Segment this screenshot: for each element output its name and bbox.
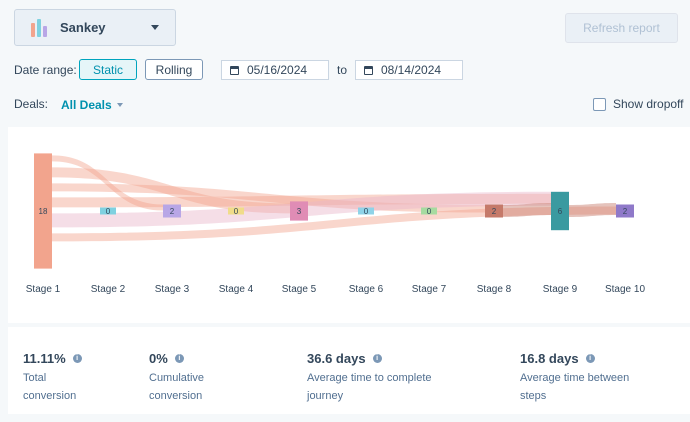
sankey-node-8[interactable] [485,204,503,218]
show-dropoff-toggle[interactable]: Show dropoff [593,97,684,111]
sankey-node-value: 2 [170,207,175,216]
metric-label: Average time between [520,372,630,384]
metric-label: conversion [23,390,77,402]
static-toggle-button[interactable]: Static [79,59,137,80]
chart-type-dropdown[interactable]: Sankey [14,9,176,46]
sankey-link [52,155,163,211]
end-date-value: 08/14/2024 [381,63,442,77]
stage-label: Stage 3 [154,284,190,295]
metric-card: 16.8 days i Average time between steps [520,351,629,405]
sankey-node-value: 3 [297,207,302,216]
sankey-link [52,193,551,208]
sankey-chart-icon [31,18,51,37]
sankey-node-value: 2 [623,207,628,216]
metric-card: 36.6 days i Average time to complete journe… [307,351,432,405]
stage-label: Stage 1 [25,284,61,295]
sankey-nodes: 18 0 2 0 3 0 0 2 6 2 [34,153,634,269]
refresh-report-button[interactable]: Refresh report [565,13,678,43]
sankey-node-4[interactable] [228,207,244,215]
metric-card: 0% i Cumulative conversion [149,351,204,405]
sankey-node-7[interactable] [421,207,437,215]
start-date-value: 05/16/2024 [247,63,308,77]
sankey-node-value: 0 [106,207,111,216]
stage-label: Stage 5 [281,284,317,295]
to-label: to [337,63,348,77]
show-dropoff-label: Show dropoff [613,97,684,111]
sankey-node-value: 0 [364,207,369,216]
metric-value: 16.8 days i [520,351,629,366]
chevron-down-icon [151,25,159,30]
info-icon[interactable]: i [72,354,82,363]
date-range-label: Date range: [14,63,77,77]
metric-label: Total [23,372,47,384]
calendar-icon [364,65,373,75]
sankey-node-6[interactable] [358,207,374,215]
info-icon[interactable]: i [585,354,595,363]
stage-label: Stage 7 [411,284,447,295]
sankey-node-10[interactable] [616,204,634,218]
stage-label: Stage 9 [542,284,578,295]
chevron-down-icon [116,102,123,107]
stage-label: Stage 10 [604,284,646,295]
stage-label: Stage 8 [476,284,512,295]
sankey-node-value: 0 [427,207,432,216]
sankey-node-value: 6 [558,207,563,216]
sankey-node-9[interactable] [551,191,569,231]
sankey-node-1[interactable] [34,153,52,269]
sankey-node-2[interactable] [100,207,116,215]
sankey-link [503,203,551,217]
sankey-node-value: 0 [234,207,239,216]
sankey-link [52,183,485,213]
show-dropoff-checkbox[interactable] [593,97,606,111]
rolling-toggle-button[interactable]: Rolling [145,59,203,80]
sankey-chart-panel: 18 0 2 0 3 0 0 2 6 2 Stage 1 Stage 2 Stage 3 Stage 4… [8,127,690,323]
metric-value: 36.6 days i [307,351,432,366]
metric-label: journey [307,390,344,402]
sankey-links [52,155,616,242]
end-date-input[interactable]: 08/14/2024 [355,60,463,80]
metric-label: Average time to complete [307,372,432,384]
sankey-node-5[interactable] [290,201,308,221]
metric-value: 0% i [149,351,204,366]
metric-value: 11.11% i [23,351,82,366]
info-icon[interactable]: i [174,354,184,363]
deals-filter-dropdown[interactable]: All Deals [61,96,123,114]
stage-label: Stage 2 [90,284,126,295]
metric-card: 11.11% i Total conversion [23,351,82,405]
start-date-input[interactable]: 05/16/2024 [221,60,329,80]
sankey-link [52,167,290,214]
sankey-link [52,206,616,242]
deals-label: Deals: [14,97,49,111]
sankey-node-value: 2 [492,207,497,216]
deals-filter-value: All Deals [61,98,112,112]
stage-label: Stage 4 [218,284,254,295]
chart-type-label: Sankey [60,20,106,35]
stage-label: Stage 6 [348,284,384,295]
metric-label: conversion [149,390,203,402]
metric-label: Cumulative [149,372,205,384]
info-icon[interactable]: i [372,354,382,363]
sankey-link [569,203,616,217]
metric-label: steps [520,390,547,402]
calendar-icon [230,65,239,75]
sankey-node-value: 18 [39,207,48,216]
sankey-node-3[interactable] [163,204,181,218]
summary-metrics-panel [8,327,690,414]
sankey-chart: 18 0 2 0 3 0 0 2 6 2 [34,153,634,269]
